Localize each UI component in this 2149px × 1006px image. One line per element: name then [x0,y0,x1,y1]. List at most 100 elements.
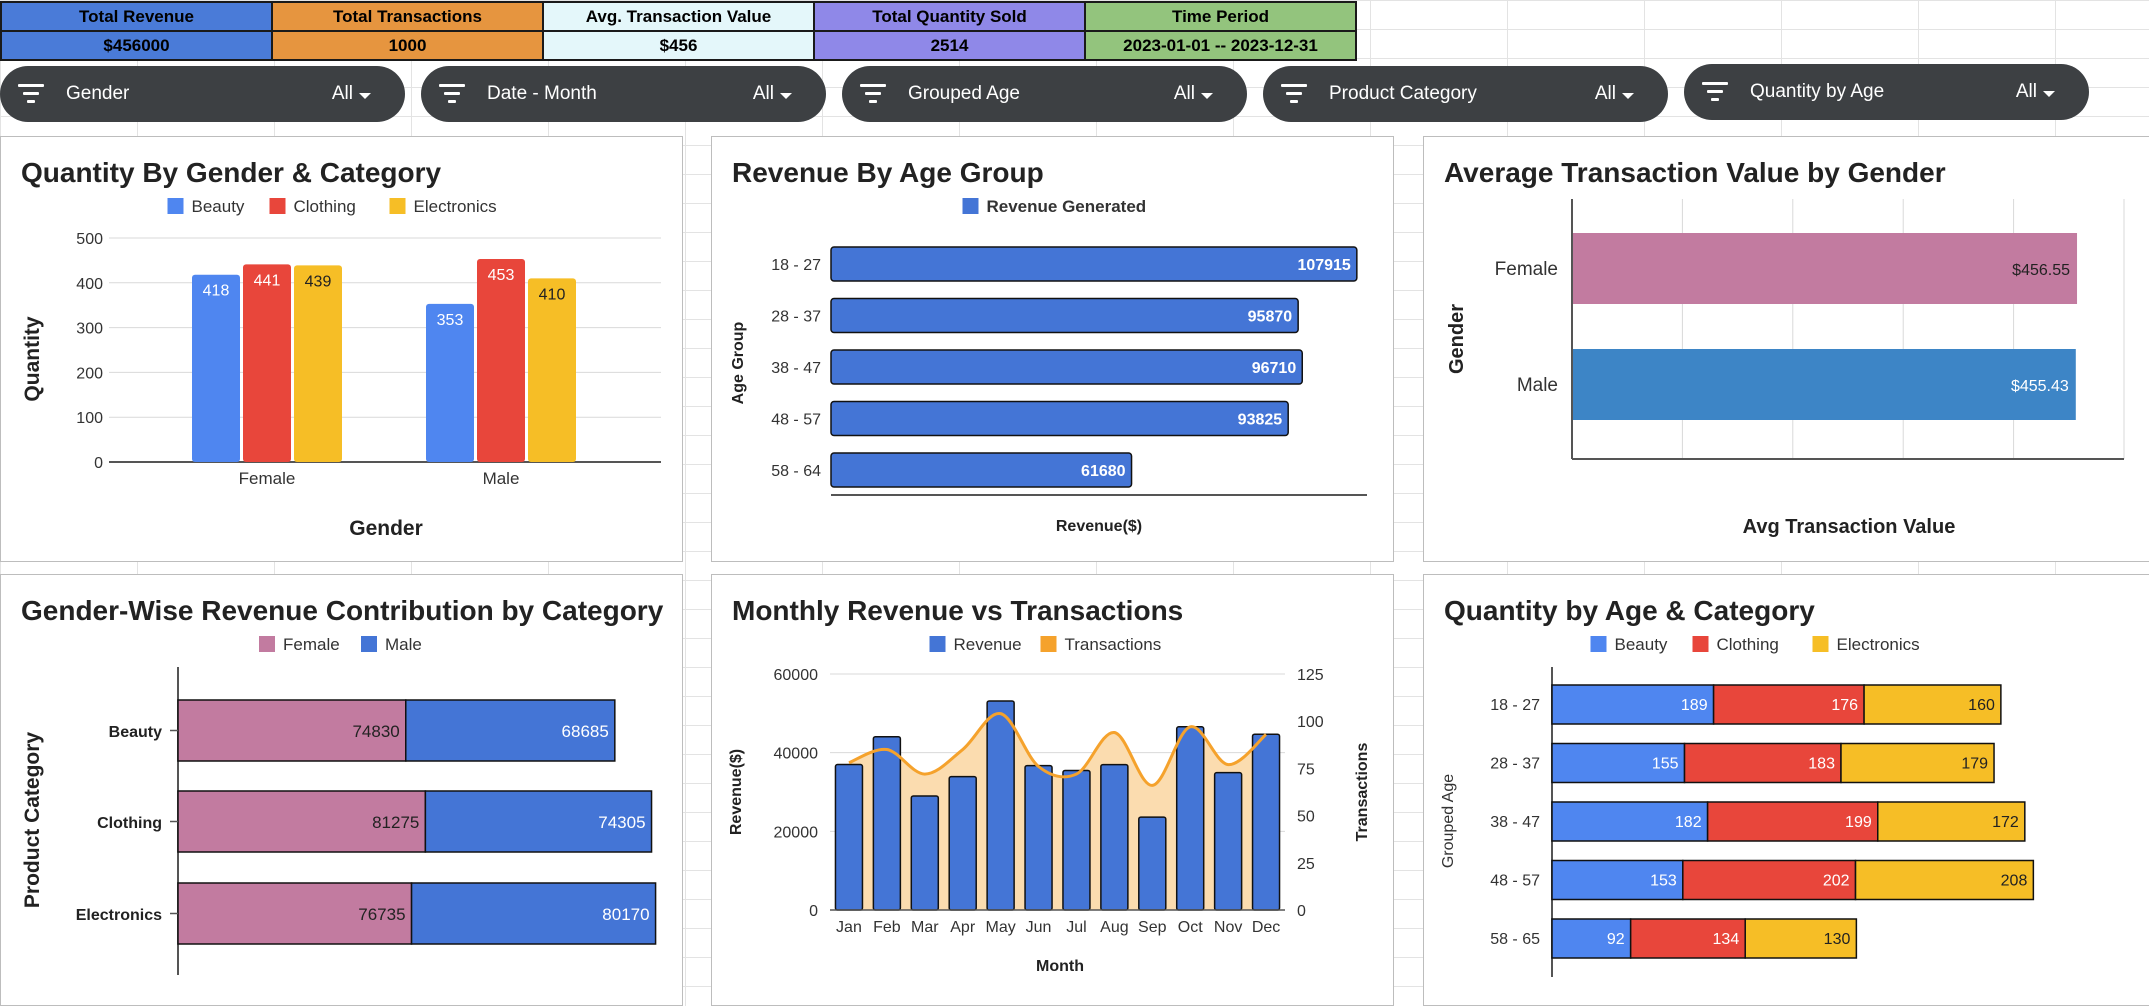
bar-electronics-female [177,882,413,945]
data-label: 134 [1713,931,1740,948]
data-label: 68685 [562,722,609,741]
x-tick-label: Apr [950,919,976,936]
caret-down-icon [780,93,792,99]
filter-quantity-by-age[interactable]: Quantity by Age All [1684,64,2089,120]
y-tick-label: 40000 [774,746,819,763]
y-axis-title: Product Category [21,732,44,909]
data-label: 182 [1675,814,1702,831]
y-tick-label: 18 - 27 [771,257,821,274]
y-tick-label: 58 - 65 [1490,931,1540,948]
filter-icon [18,82,44,106]
data-label: $455.43 [2011,378,2069,395]
bar-female [1573,233,2078,304]
data-label: 418 [203,283,230,300]
bar-revenue-oct [1175,726,1205,911]
data-label: 172 [1992,814,2019,831]
bar-revenue-jul [1062,769,1091,911]
bar-revenue-dec [1251,733,1281,911]
filter-product-category-label: Product Category [1329,83,1477,104]
bar-18-27 [830,246,1358,282]
data-label: 199 [1845,814,1872,831]
legend-label: Electronics [414,197,497,216]
legend-swatch [1692,636,1709,652]
x-tick-label: Aug [1100,919,1128,936]
filter-grouped-age[interactable]: Grouped Age All [842,66,1247,122]
x-tick-label: Jul [1066,919,1086,936]
x-tick-label: Mar [911,919,939,936]
legend-label: Revenue Generated [987,197,1147,216]
bar-18-27-clothing [1712,684,1865,725]
legend-label: Electronics [1837,635,1920,654]
bar-48-57-electronics [1854,859,2035,901]
x-tick-label: Nov [1214,919,1242,936]
gender-revenue-by-category-chart: Female Male 74830 68685 Beauty 81275 74305 Clot… [21,635,657,975]
y2-axis-title: Transactions [1354,743,1371,842]
bar-beauty-male [405,699,616,762]
data-label: 107915 [1297,257,1350,274]
filter-date-month[interactable]: Date - Month All [421,66,826,122]
y-tick-label: Male [1517,375,1558,396]
y2-tick-label: 75 [1297,761,1315,778]
caret-down-icon [2043,91,2055,97]
filter-product-category[interactable]: Product Category All [1263,66,1668,122]
legend-label: Beauty [192,197,245,216]
kpi-value-row: $456000 1000 $456 2514 2023-01-01 -- 202… [0,30,1357,61]
x-tick-label: Female [239,469,296,488]
kpi-title-row: Total Revenue Total Transactions Avg. Tr… [0,1,1357,32]
quantity-by-gender-category-chart: Beauty Clothing Electronics 0 100 200 300 400 50… [21,197,661,540]
bar-58-65-clothing [1629,918,1746,959]
filter-gender-label: Gender [66,83,130,104]
filter-gender[interactable]: Gender All [0,66,405,122]
y2-tick-label: 25 [1297,856,1315,873]
y-tick-label: 100 [76,410,103,427]
data-label: $456.55 [2012,262,2070,279]
filter-date-month-label: Date - Month [487,83,597,104]
bar-male-electronics [528,278,576,462]
y-tick-label: 200 [76,365,103,382]
x-tick-label: Feb [873,919,901,936]
x-tick-label: Male [483,469,520,488]
kpi-title-time-period: Time Period [1084,1,1357,32]
data-label: 92 [1607,931,1625,948]
data-label: 74305 [598,813,645,832]
filter-icon [439,82,465,106]
data-label: 453 [488,267,515,284]
kpi-value-time-period: 2023-01-01 -- 2023-12-31 [1084,30,1357,61]
filter-quantity-by-age-label: Quantity by Age [1750,81,1885,102]
data-label: 155 [1652,756,1679,773]
bar-revenue-apr [948,775,977,911]
y-tick-label: Clothing [97,815,162,832]
data-label: 74830 [352,722,399,741]
data-label: 81275 [372,813,419,832]
y-tick-label: 48 - 57 [771,412,821,429]
legend-swatch [167,198,184,214]
data-label: 76735 [358,905,405,924]
kpi-value-total-revenue: $456000 [0,30,273,61]
bar-58-64 [830,452,1133,488]
data-label: 410 [539,286,566,303]
x-tick-label: Jan [836,919,862,936]
bar-38-47-electronics [1877,801,2026,842]
data-label: 183 [1808,756,1835,773]
x-axis-title: Month [1036,958,1084,975]
chart-title: Quantity by Age & Category [1444,595,1815,626]
data-label: 208 [2001,873,2028,890]
y2-tick-label: 50 [1297,809,1315,826]
bar-revenue-sep [1138,816,1167,911]
legend-label: Clothing [294,197,356,216]
legend-swatch [962,198,979,214]
chart-title: Gender-Wise Revenue Contribution by Cate… [21,595,664,626]
y-tick-label: 18 - 27 [1490,697,1540,714]
bar-revenue-jan [834,763,864,911]
legend-swatch [389,198,406,214]
chart-card-revenue-by-age-group: Revenue Generated 107915 18 - 27 95870 28 - … [711,136,1394,562]
chart-title: Average Transaction Value by Gender [1444,157,1946,188]
bar-28-37 [830,297,1299,334]
x-tick-label: Dec [1252,919,1280,936]
y-tick-label: Female [1495,259,1558,280]
y-tick-label: 60000 [774,667,819,684]
y-tick-label: Electronics [76,907,162,924]
y-axis-title: Gender [1446,304,1468,374]
data-label: 441 [254,272,281,289]
chart-card-avg-transaction-value-by-gender: $456.55 Female $455.43 Male Avg Transaction … [1423,136,2149,562]
